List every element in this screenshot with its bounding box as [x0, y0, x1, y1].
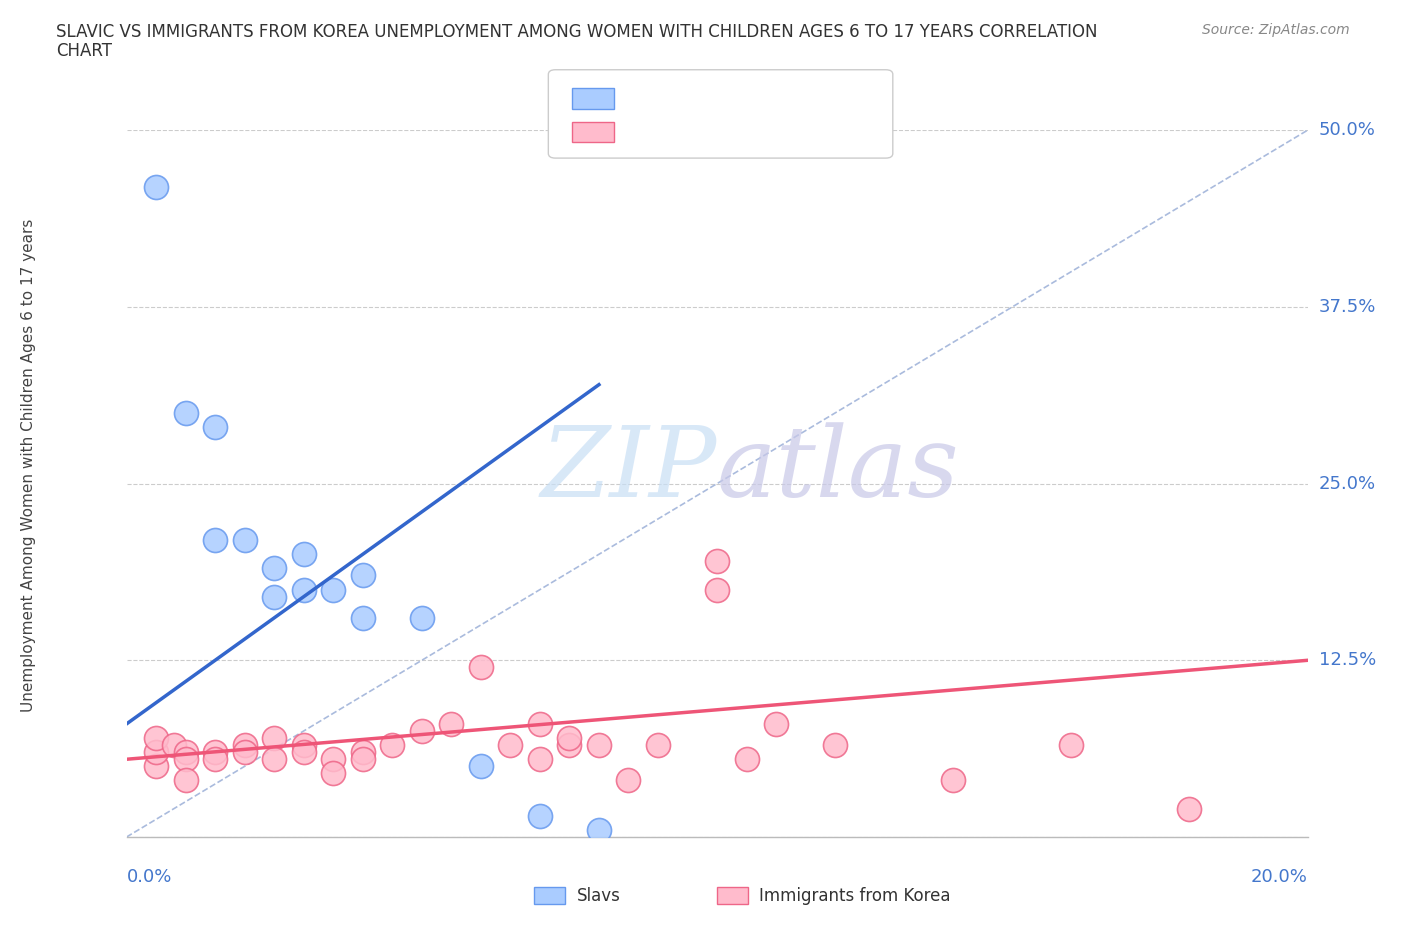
Point — [352, 751, 374, 766]
Point — [174, 773, 197, 788]
Text: 12.5%: 12.5% — [1319, 651, 1376, 670]
Point — [322, 766, 344, 781]
Point — [174, 751, 197, 766]
Point — [263, 731, 285, 746]
Point — [765, 716, 787, 731]
Point — [322, 582, 344, 597]
Point — [470, 660, 492, 675]
Text: 0.0%: 0.0% — [127, 868, 172, 885]
Point — [263, 751, 285, 766]
Text: SLAVIC VS IMMIGRANTS FROM KOREA UNEMPLOYMENT AMONG WOMEN WITH CHILDREN AGES 6 TO: SLAVIC VS IMMIGRANTS FROM KOREA UNEMPLOY… — [56, 23, 1098, 41]
Point — [706, 582, 728, 597]
Point — [352, 610, 374, 625]
Point — [529, 716, 551, 731]
Point — [381, 737, 404, 752]
Point — [174, 745, 197, 760]
Text: Immigrants from Korea: Immigrants from Korea — [759, 886, 950, 905]
Point — [145, 179, 167, 194]
Point — [145, 731, 167, 746]
Point — [942, 773, 965, 788]
Text: CHART: CHART — [56, 42, 112, 60]
Point — [647, 737, 669, 752]
Point — [163, 737, 186, 752]
Text: R = 0.218   N = 39: R = 0.218 N = 39 — [623, 123, 807, 141]
Point — [145, 759, 167, 774]
Point — [204, 745, 226, 760]
Text: 20.0%: 20.0% — [1251, 868, 1308, 885]
Text: 25.0%: 25.0% — [1319, 474, 1376, 493]
Text: 50.0%: 50.0% — [1319, 121, 1375, 140]
Point — [233, 533, 256, 548]
Point — [292, 582, 315, 597]
Text: Slavs: Slavs — [576, 886, 620, 905]
Point — [292, 547, 315, 562]
Point — [411, 610, 433, 625]
Point — [440, 716, 463, 731]
Text: ZIP: ZIP — [541, 422, 717, 517]
Point — [1178, 802, 1201, 817]
Point — [558, 737, 581, 752]
Point — [204, 419, 226, 434]
Point — [735, 751, 758, 766]
Point — [1060, 737, 1083, 752]
Point — [292, 745, 315, 760]
Point — [529, 751, 551, 766]
Text: Source: ZipAtlas.com: Source: ZipAtlas.com — [1202, 23, 1350, 37]
Point — [588, 822, 610, 837]
Point — [174, 405, 197, 420]
Text: Unemployment Among Women with Children Ages 6 to 17 years: Unemployment Among Women with Children A… — [21, 219, 35, 711]
Point — [233, 737, 256, 752]
Point — [558, 731, 581, 746]
Point — [352, 568, 374, 583]
Point — [588, 737, 610, 752]
Point — [529, 808, 551, 823]
Point — [706, 554, 728, 569]
Point — [411, 724, 433, 738]
Point — [204, 751, 226, 766]
Point — [322, 751, 344, 766]
Point — [499, 737, 522, 752]
Point — [263, 561, 285, 576]
Text: atlas: atlas — [717, 422, 960, 517]
Point — [824, 737, 846, 752]
Point — [145, 745, 167, 760]
Point — [470, 759, 492, 774]
Point — [263, 590, 285, 604]
Point — [204, 533, 226, 548]
Point — [292, 737, 315, 752]
Text: R = 0.277   N = 16: R = 0.277 N = 16 — [623, 89, 807, 108]
Text: 37.5%: 37.5% — [1319, 298, 1376, 316]
Point — [233, 745, 256, 760]
Point — [617, 773, 640, 788]
Point — [352, 745, 374, 760]
